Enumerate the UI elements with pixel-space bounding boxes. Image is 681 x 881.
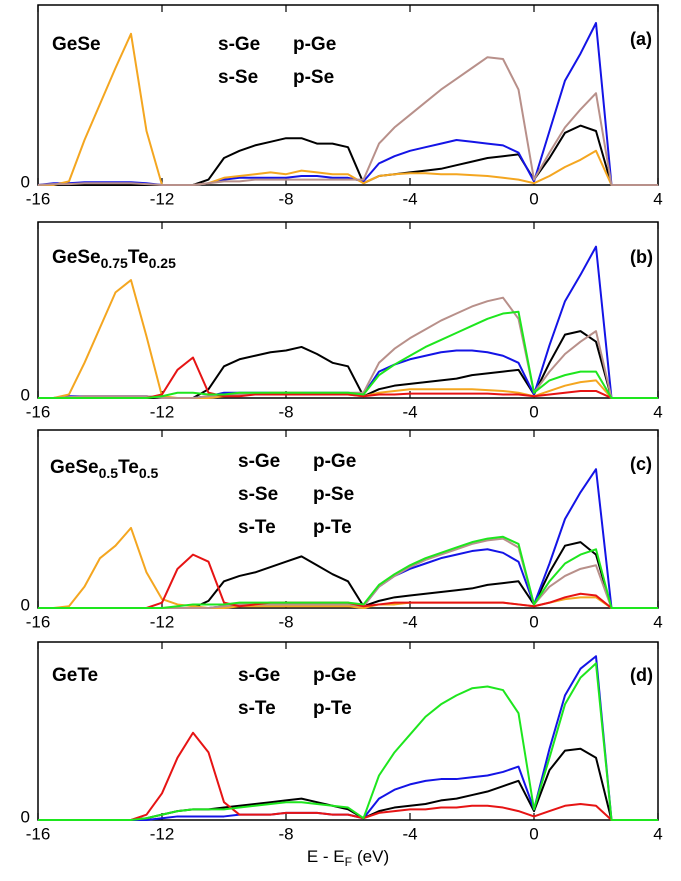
dos-curve xyxy=(38,526,658,609)
x-tick-label: 0 xyxy=(529,824,538,843)
plot-frame xyxy=(37,429,659,609)
dos-curve xyxy=(38,731,658,821)
legend-entry: s-Se xyxy=(238,484,278,505)
x-tick-label: -16 xyxy=(26,612,51,631)
x-tick-label: -16 xyxy=(26,189,51,208)
x-tick-label: -8 xyxy=(278,612,293,631)
title-part: GeSe xyxy=(52,34,101,55)
dos-curve xyxy=(38,662,658,821)
dos-curve xyxy=(38,330,658,399)
panel-title: GeSe xyxy=(52,34,101,55)
x-tick-label: -4 xyxy=(402,189,417,208)
dos-curve xyxy=(38,310,658,399)
title-part: GeSe xyxy=(50,457,99,478)
x-tick-label: 4 xyxy=(653,402,662,421)
x-tick-label: 0 xyxy=(529,189,538,208)
panel-label: (b) xyxy=(630,247,653,267)
x-tick-label: -4 xyxy=(402,612,417,631)
legend-entry: p-Ge xyxy=(313,665,356,686)
x-tick-label: -4 xyxy=(402,824,417,843)
x-tick-label: -12 xyxy=(150,612,175,631)
dos-curve xyxy=(38,296,658,399)
x-tick-label: -8 xyxy=(278,824,293,843)
y-tick-label: 0 xyxy=(21,385,30,404)
legend-entry: s-Ge xyxy=(238,665,280,686)
legend-entry: s-Ge xyxy=(238,451,280,472)
x-tick-label: 4 xyxy=(653,612,662,631)
x-tick-label: -16 xyxy=(26,824,51,843)
x-tick-label: 0 xyxy=(529,612,538,631)
legend-entry: s-Te xyxy=(238,517,276,538)
x-tick-label: 4 xyxy=(653,824,662,843)
x-tick-label: 0 xyxy=(529,402,538,421)
plot-frame xyxy=(37,221,659,399)
x-tick-label: -16 xyxy=(26,402,51,421)
plot-frame xyxy=(37,641,659,821)
x-tick-label: -12 xyxy=(150,402,175,421)
title-subscript: 0.5 xyxy=(139,465,159,481)
x-label-subscript: F xyxy=(345,855,352,869)
dos-curve xyxy=(38,535,658,609)
y-tick-label: 0 xyxy=(21,172,30,191)
title-part: Te xyxy=(118,457,139,478)
legend-entry: p-Te xyxy=(313,517,352,538)
legend-entry: s-Se xyxy=(218,67,258,88)
dos-curve xyxy=(37,56,658,186)
legend-entry: p-Se xyxy=(313,484,354,505)
dos-curve xyxy=(38,124,658,186)
y-tick-label: 0 xyxy=(21,595,30,614)
y-tick-label: 0 xyxy=(21,807,30,826)
panel-label: (a) xyxy=(630,29,652,49)
dos-curve xyxy=(37,22,658,186)
panel-title: GeSe0.75Te0.25 xyxy=(52,247,176,271)
x-tick-label: -8 xyxy=(278,402,293,421)
x-label-part: (eV) xyxy=(357,847,389,866)
panel-title: GeSe0.5Te0.5 xyxy=(50,457,159,481)
x-axis-label: E - EF (eV) xyxy=(307,847,389,869)
dos-curve xyxy=(38,32,658,186)
title-subscript: 0.5 xyxy=(99,465,119,481)
title-part: Te xyxy=(128,247,149,268)
legend-entry: p-Ge xyxy=(313,451,356,472)
x-tick-label: -8 xyxy=(278,189,293,208)
title-part: GeSe xyxy=(52,247,101,268)
legend-entry: s-Te xyxy=(238,698,276,719)
legend-entry: p-Se xyxy=(293,67,334,88)
dos-curve xyxy=(38,279,658,399)
x-tick-label: -12 xyxy=(150,189,175,208)
title-subscript: 0.25 xyxy=(149,255,176,271)
x-tick-label: -12 xyxy=(150,824,175,843)
legend-entry: s-Ge xyxy=(218,34,260,55)
plot-frame xyxy=(37,4,659,186)
dos-curve xyxy=(38,747,658,821)
x-tick-label: -4 xyxy=(402,402,417,421)
panel-label: (c) xyxy=(630,454,652,474)
panel-title: GeTe xyxy=(52,665,98,686)
panel-label: (d) xyxy=(630,665,653,685)
legend-entry: p-Te xyxy=(313,698,352,719)
x-label-part: E - E xyxy=(307,847,345,866)
title-part: GeTe xyxy=(52,665,98,686)
legend-entry: p-Ge xyxy=(293,34,336,55)
x-tick-label: 4 xyxy=(653,189,662,208)
title-subscript: 0.75 xyxy=(101,255,128,271)
